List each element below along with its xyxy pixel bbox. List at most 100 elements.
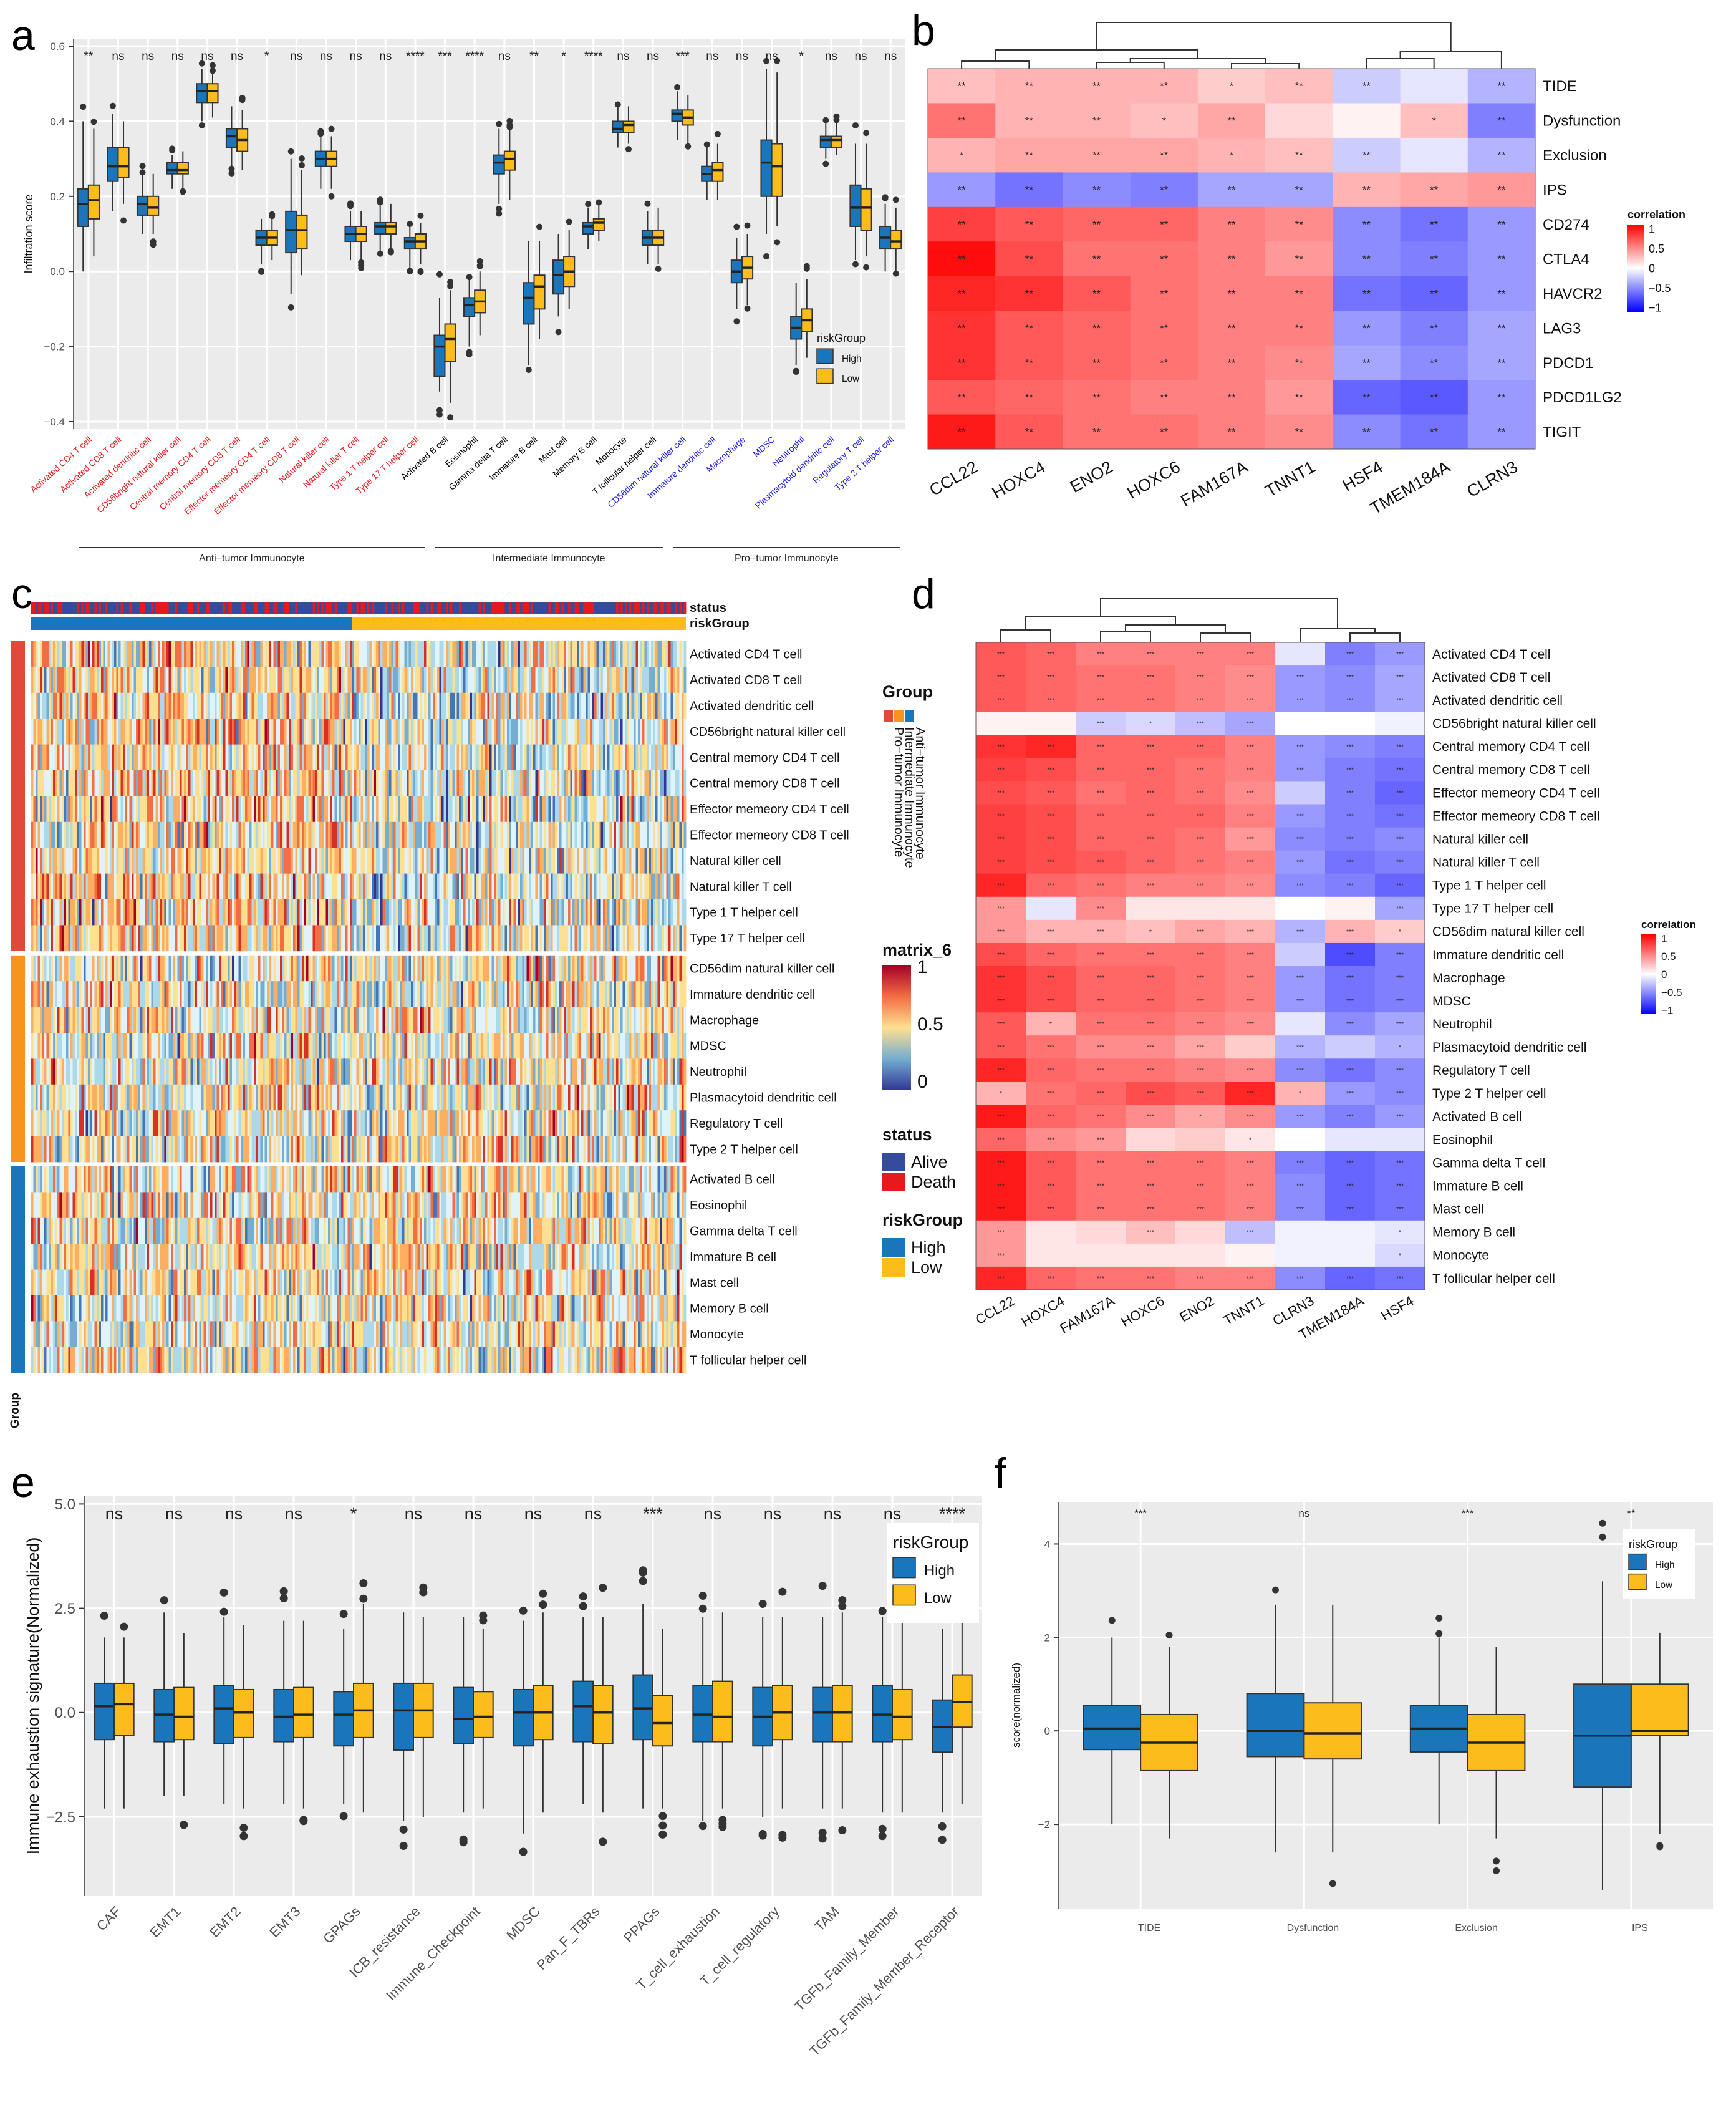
matrix-cell: [225, 770, 228, 796]
matrix-cell: [212, 821, 215, 848]
matrix-cell: [494, 955, 496, 982]
matrix-cell: [422, 848, 425, 874]
matrix-cell: [590, 848, 592, 874]
matrix-cell: [133, 848, 137, 874]
status-cell: [504, 602, 508, 614]
matrix-cell: [625, 821, 627, 848]
matrix-cell: [579, 719, 582, 745]
matrix-cell: [120, 925, 123, 952]
outlier-point: [228, 165, 235, 172]
matrix-cell: [293, 770, 296, 796]
matrix-cell: [448, 925, 451, 952]
matrix-cell: [662, 821, 665, 848]
matrix-cell: [277, 796, 281, 823]
matrix-cell: [142, 955, 145, 982]
matrix-cell: [592, 692, 595, 719]
outlier-point: [298, 155, 305, 162]
matrix-cell: [324, 925, 326, 952]
significance-star: **: [1430, 322, 1439, 334]
matrix-cell: [177, 821, 180, 848]
matrix-cell: [600, 796, 604, 823]
matrix-cell: [251, 796, 254, 823]
matrix-cell: [142, 667, 145, 694]
matrix-cell: [526, 744, 529, 771]
matrix-cell: [308, 744, 311, 771]
matrix-cell: [267, 770, 269, 796]
matrix-cell: [594, 925, 597, 952]
matrix-cell: [380, 796, 383, 823]
matrix-cell: [682, 641, 684, 667]
matrix-cell: [151, 955, 154, 982]
matrix-cell: [463, 873, 466, 900]
matrix-cell: [590, 641, 592, 667]
matrix-cell: [360, 744, 364, 771]
status-cell: [411, 602, 413, 614]
matrix-cell: [620, 719, 623, 745]
matrix-cell: [44, 744, 47, 771]
matrix-cell: [642, 873, 645, 900]
outlier-point: [733, 318, 740, 325]
status-cell: [49, 602, 51, 614]
outlier-point: [150, 241, 157, 248]
matrix-cell: [337, 796, 339, 823]
matrix-cell: [175, 925, 178, 952]
status-cell: [70, 602, 73, 614]
status-cell: [188, 602, 191, 614]
matrix-cell: [555, 873, 557, 900]
matrix-cell: [258, 821, 261, 848]
matrix-cell: [267, 925, 269, 952]
matrix-cell: [374, 955, 377, 982]
matrix-cell: [145, 719, 147, 745]
group-label: Anti−tumor Immunocyte: [199, 553, 305, 564]
significance-star: **: [1160, 426, 1169, 438]
matrix-cell: [193, 873, 195, 900]
matrix-cell: [683, 955, 687, 982]
matrix-cell: [153, 796, 156, 823]
matrix-cell: [489, 744, 492, 771]
matrix-cell: [448, 692, 451, 719]
matrix-cell: [504, 821, 508, 848]
status-cell: [352, 602, 355, 614]
matrix-cell: [531, 873, 534, 900]
matrix-cell: [302, 667, 304, 694]
matrix-cell: [644, 692, 647, 719]
matrix-cell: [215, 925, 217, 952]
matrix-cell: [367, 955, 370, 982]
matrix-cell: [181, 667, 185, 694]
matrix-cell: [53, 981, 55, 1007]
matrix-cell: [249, 873, 252, 900]
matrix-cell: [660, 925, 662, 952]
matrix-cell: [640, 925, 643, 952]
matrix-cell: [642, 899, 645, 926]
matrix-cell: [55, 719, 58, 745]
matrix-cell: [64, 821, 67, 848]
matrix-cell: [105, 873, 108, 900]
matrix-cell: [354, 848, 357, 874]
matrix-cell: [531, 770, 534, 796]
matrix-cell: [210, 821, 213, 848]
status-cell: [215, 602, 217, 614]
status-cell: [347, 602, 350, 614]
matrix-cell: [408, 641, 412, 667]
matrix-cell: [88, 899, 90, 926]
matrix-cell: [564, 925, 566, 952]
matrix-cell: [181, 925, 185, 952]
matrix-cell: [343, 821, 346, 848]
outlier-point: [287, 304, 294, 311]
matrix-cell: [326, 719, 329, 745]
matrix-cell: [324, 796, 326, 823]
matrix-cell: [500, 796, 503, 823]
matrix-cell: [223, 925, 226, 952]
matrix-cell: [500, 719, 503, 745]
matrix-cell: [70, 667, 73, 694]
matrix-cell: [258, 667, 261, 694]
matrix-cell: [138, 744, 141, 771]
matrix-cell: [215, 848, 217, 874]
significance-label: ns: [112, 50, 124, 63]
matrix-cell: [518, 744, 521, 771]
matrix-cell: [398, 692, 400, 719]
matrix-cell: [548, 848, 551, 874]
matrix-cell: [324, 667, 326, 694]
matrix-cell: [136, 744, 138, 771]
matrix-cell: [411, 796, 413, 823]
